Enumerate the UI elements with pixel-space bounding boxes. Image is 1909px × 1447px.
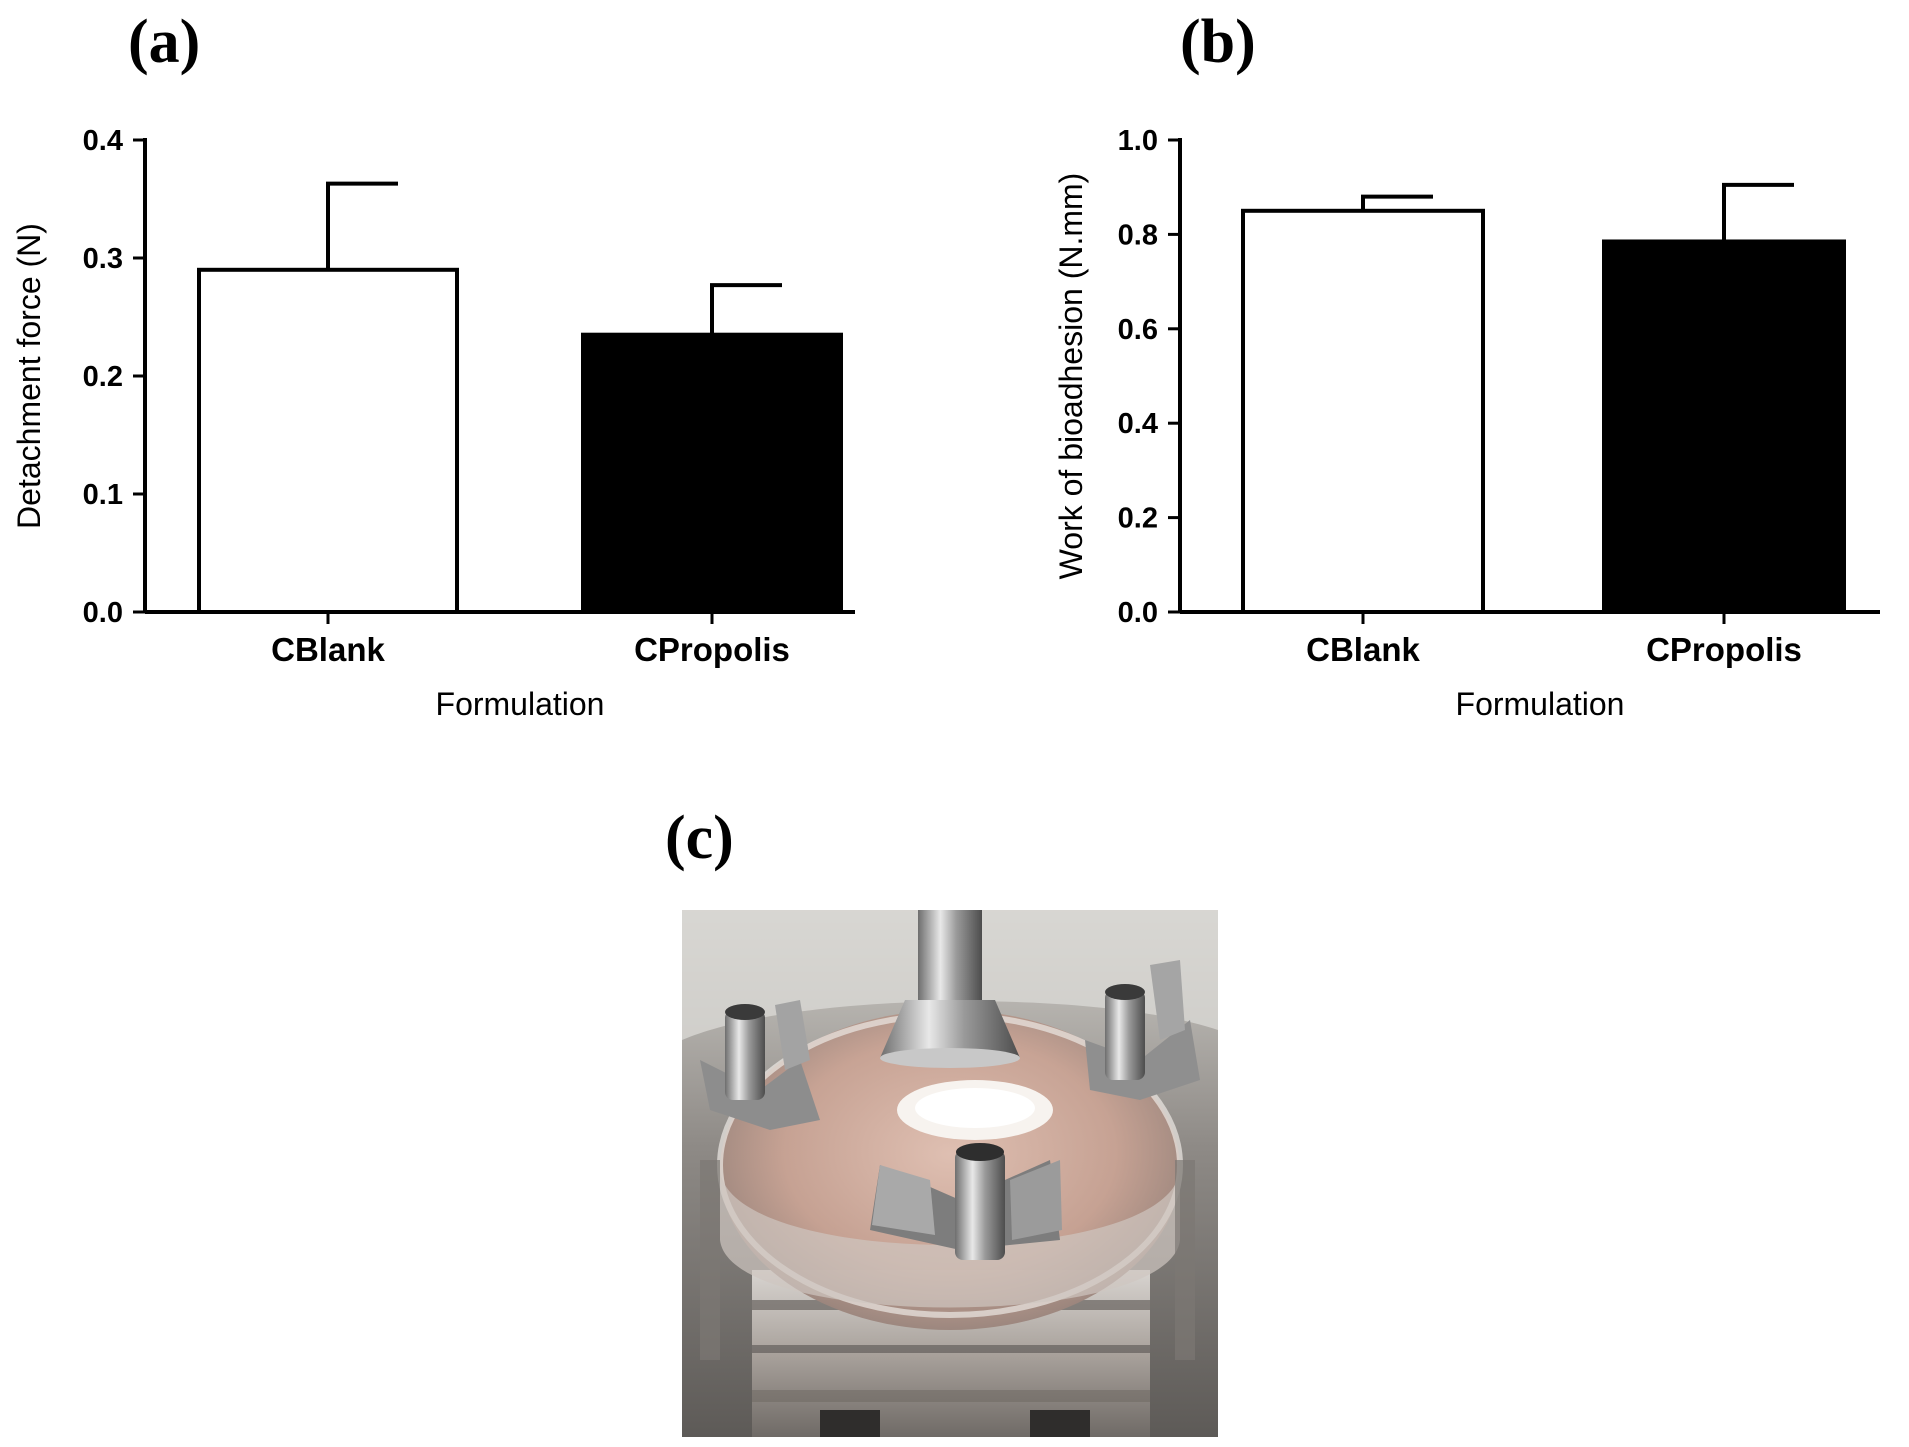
bar-cblank	[1241, 208, 1485, 615]
y-tick-label: 0.6	[1118, 314, 1158, 346]
y-tick-label: 0.4	[1118, 408, 1158, 440]
panel-label-c: (c)	[665, 804, 734, 872]
chart-a-detachment-force: 0.0 0.1 0.2 0.3 0.4 CBlank CPropolis Formulatio…	[11, 125, 855, 722]
bar-cblank	[197, 267, 459, 614]
y-axis-title: Work of bioadhesion (N.mm)	[1053, 173, 1089, 580]
y-tick-label: 0.0	[83, 597, 123, 629]
y-axis-title: Detachment force (N)	[11, 223, 47, 529]
chart-b-work-of-bioadhesion: 0.0 0.2 0.4 0.6 0.8 1.0 CBlank CPropolis Formula…	[1053, 125, 1880, 722]
y-tick-label: 0.0	[1118, 597, 1158, 629]
y-tick-label: 0.8	[1118, 219, 1158, 251]
panel-label-a: (a)	[128, 8, 200, 76]
y-tick-label: 0.1	[83, 479, 123, 511]
bar-cpropolis	[581, 332, 843, 614]
x-category-label: CBlank	[1306, 631, 1420, 668]
x-axis-title: Formulation	[1456, 686, 1625, 722]
x-category-label: CBlank	[271, 631, 385, 668]
y-tick-label: 0.2	[1118, 503, 1158, 535]
bar-cpropolis	[1602, 239, 1846, 614]
bioadhesion-test-apparatus-photo	[682, 910, 1218, 1437]
x-category-label: CPropolis	[634, 631, 790, 668]
y-tick-label: 0.4	[83, 125, 123, 157]
y-tick-label: 1.0	[1118, 125, 1158, 157]
x-category-label: CPropolis	[1646, 631, 1802, 668]
y-tick-label: 0.3	[83, 243, 123, 275]
panel-label-b: (b)	[1180, 8, 1256, 76]
x-axis-title: Formulation	[436, 686, 605, 722]
y-tick-label: 0.2	[83, 361, 123, 393]
